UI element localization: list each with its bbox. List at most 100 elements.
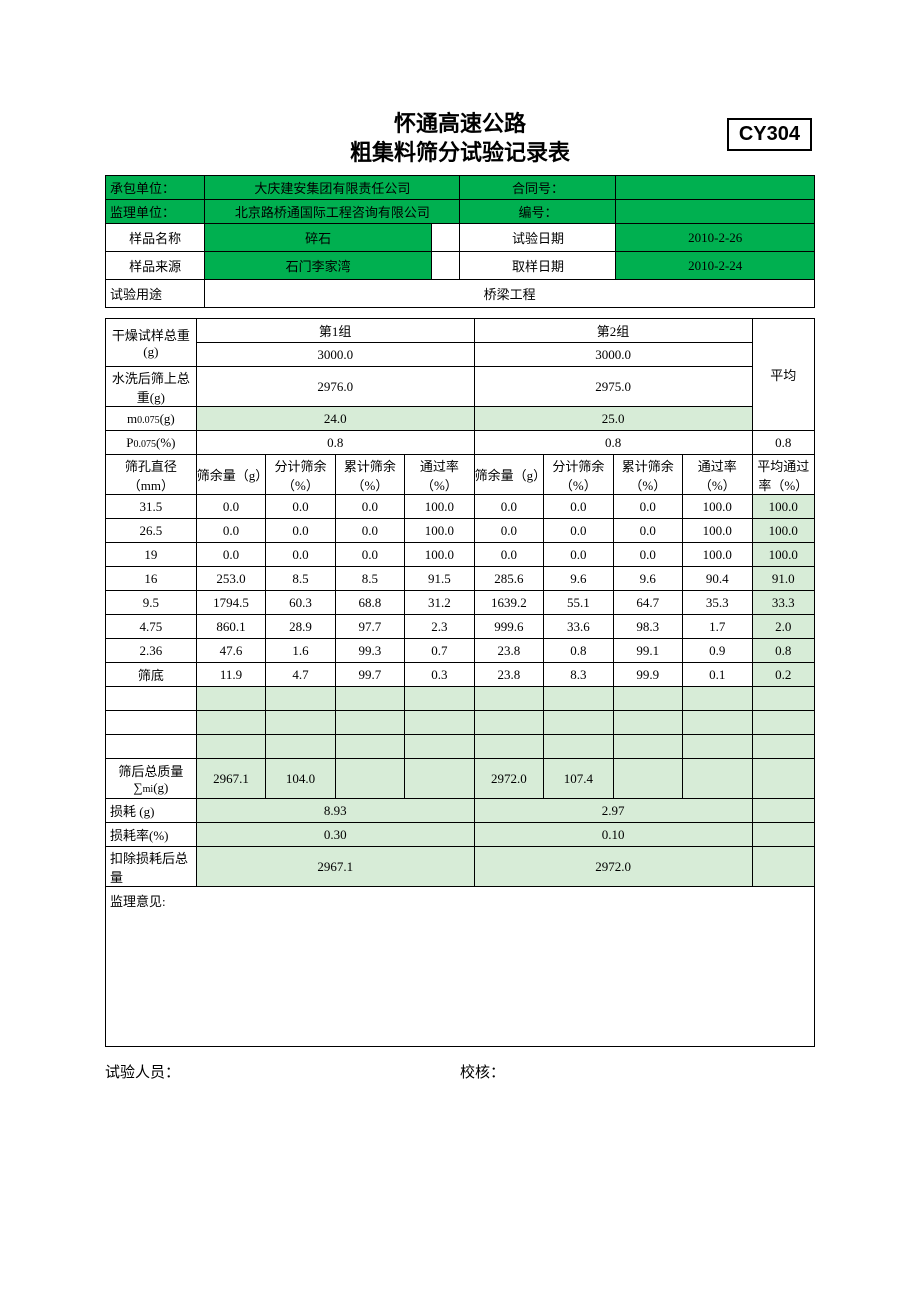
sieve-cell: 0.0 [335,495,404,519]
g1-p0075: 0.8 [196,431,474,455]
sieve-cell: 2.3 [405,615,474,639]
g2-sum: 2972.0 [474,759,543,799]
contract-no-label: 合同号： [460,176,616,200]
col-residue-g1: 筛余量（g） [196,455,265,495]
data-table: 干燥试样总重(g) 第1组 第2组 平均 3000.0 3000.0 水洗后筛上… [105,318,815,1047]
loss-pct-label: 损耗率(%) [106,823,197,847]
header-table: 承包单位： 大庆建安集团有限责任公司 合同号： 监理单位： 北京路桥通国际工程咨… [105,175,815,308]
sieve-cell: 1639.2 [474,591,543,615]
checker-label: 校核： [460,1061,815,1082]
sieve-cell: 31.2 [405,591,474,615]
sieve-cell: 1.7 [683,615,752,639]
g1-loss: 8.93 [196,799,474,823]
sieve-cell: 0.0 [266,543,335,567]
sieve-cell: 100.0 [405,519,474,543]
col-pass-g2: 通过率（%） [683,455,752,495]
sieve-cell: 0.0 [335,519,404,543]
g1-adj: 2967.1 [196,847,474,887]
sample-date-value: 2010-2-24 [616,252,815,280]
sieve-cell: 16 [106,567,197,591]
sieve-cell: 91.0 [752,567,815,591]
col-cum-g1: 累计筛余（%） [335,455,404,495]
sieve-cell: 2.36 [106,639,197,663]
g2-sum2: 107.4 [544,759,613,799]
sieve-cell: 1794.5 [196,591,265,615]
sieve-cell: 31.5 [106,495,197,519]
sieve-cell: 9.6 [613,567,682,591]
sieve-cell: 0.0 [613,495,682,519]
contract-no-value [616,176,815,200]
sieve-cell: 100.0 [683,543,752,567]
sieve-cell: 0.1 [683,663,752,687]
g1-wash: 2976.0 [196,367,474,407]
sieve-cell: 0.0 [474,543,543,567]
col-sieve-d: 筛孔直径（mm） [106,455,197,495]
wash-total-label: 水洗后筛上总重(g) [106,367,197,407]
form-code: CY304 [727,118,812,151]
sieve-cell: 0.0 [196,495,265,519]
g1-m0075: 24.0 [196,407,474,431]
sieve-cell: 100.0 [405,495,474,519]
sieve-cell: 9.6 [544,567,613,591]
sieve-cell: 2.0 [752,615,815,639]
group2-label: 第2组 [474,319,752,343]
serial-label: 编号： [460,200,616,224]
sieve-cell: 0.7 [405,639,474,663]
col-partial-g2: 分计筛余（%） [544,455,613,495]
sieve-cell: 8.3 [544,663,613,687]
sieve-cell: 11.9 [196,663,265,687]
sieve-cell: 23.8 [474,639,543,663]
title-line-2: 粗集料筛分试验记录表 [105,139,815,168]
sieve-cell: 0.8 [752,639,815,663]
sieve-cell: 8.5 [335,567,404,591]
sieve-cell: 0.0 [196,543,265,567]
g1-sum2: 104.0 [266,759,335,799]
supervisor-value: 北京路桥通国际工程咨询有限公司 [205,200,460,224]
sieve-cell: 0.0 [335,543,404,567]
sieve-cell: 99.3 [335,639,404,663]
contractor-value: 大庆建安集团有限责任公司 [205,176,460,200]
sieve-cell: 100.0 [683,495,752,519]
sieve-cell: 35.3 [683,591,752,615]
sieve-cell: 0.8 [544,639,613,663]
tester-label: 试验人员： [105,1061,460,1082]
use-value: 桥梁工程 [205,280,815,308]
serial-value [616,200,815,224]
sieve-cell: 47.6 [196,639,265,663]
sieve-cell: 98.3 [613,615,682,639]
g2-adj: 2972.0 [474,847,752,887]
p0075-label: P0.075(%) [106,431,197,455]
sieve-cell: 100.0 [405,543,474,567]
g2-wash: 2975.0 [474,367,752,407]
sieve-cell: 0.0 [266,495,335,519]
sieve-cell: 0.0 [544,519,613,543]
sieve-cell: 0.9 [683,639,752,663]
test-date-label: 试验日期 [460,224,616,252]
title-line-1: 怀通高速公路 [105,110,815,139]
g2-dry: 3000.0 [474,343,752,367]
sieve-cell: 0.0 [474,519,543,543]
loss-g-label: 损耗 (g) [106,799,197,823]
sieve-cell: 1.6 [266,639,335,663]
sieve-cell: 8.5 [266,567,335,591]
col-partial-g1: 分计筛余（%） [266,455,335,495]
sieve-cell: 0.0 [266,519,335,543]
sieve-cell: 33.6 [544,615,613,639]
g1-dry: 3000.0 [196,343,474,367]
sieve-cell: 4.7 [266,663,335,687]
use-label: 试验用途 [106,280,205,308]
sieve-cell: 91.5 [405,567,474,591]
sieve-cell: 0.0 [474,495,543,519]
sieve-cell: 筛底 [106,663,197,687]
sieve-cell: 0.0 [544,543,613,567]
after-mass-label: 筛后总质量∑mi(g) [106,759,197,799]
sieve-cell: 100.0 [752,543,815,567]
sieve-cell: 33.3 [752,591,815,615]
sieve-cell: 28.9 [266,615,335,639]
sieve-cell: 0.3 [405,663,474,687]
contractor-label: 承包单位： [106,176,205,200]
col-pass-g1: 通过率（%） [405,455,474,495]
sieve-cell: 0.2 [752,663,815,687]
sieve-cell: 100.0 [752,495,815,519]
sieve-cell: 60.3 [266,591,335,615]
